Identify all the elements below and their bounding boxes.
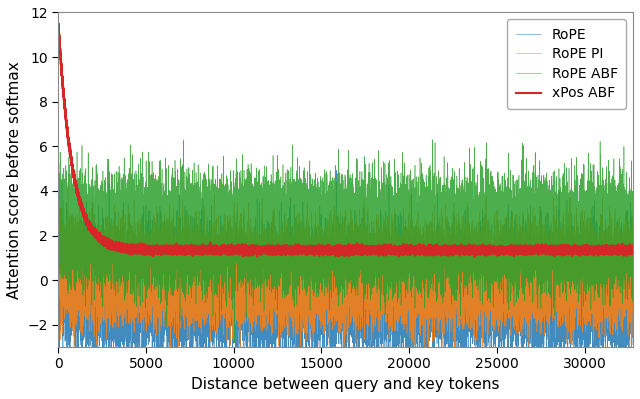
Line: RoPE PI: RoPE PI <box>58 178 633 370</box>
RoPE ABF <box>344 190 351 194</box>
Line: RoPE ABF: RoPE ABF <box>58 140 633 342</box>
RoPE ABF <box>88 263 95 268</box>
RoPE <box>589 266 597 271</box>
RoPE <box>332 168 340 172</box>
RoPE ABF <box>628 254 636 259</box>
X-axis label: Distance between query and key tokens: Distance between query and key tokens <box>191 377 500 392</box>
xPos ABF <box>476 250 483 255</box>
xPos ABF <box>344 247 351 251</box>
RoPE PI <box>589 273 597 277</box>
RoPE <box>628 288 636 293</box>
RoPE <box>54 175 62 180</box>
RoPE <box>629 285 637 290</box>
RoPE ABF <box>279 224 287 229</box>
RoPE PI <box>628 263 636 267</box>
xPos ABF <box>629 248 637 253</box>
xPos ABF <box>589 249 597 254</box>
Y-axis label: Attention score before softmax: Attention score before softmax <box>7 61 22 298</box>
RoPE ABF <box>54 137 62 142</box>
Line: RoPE: RoPE <box>58 170 633 399</box>
Line: xPos ABF: xPos ABF <box>58 24 633 257</box>
xPos ABF <box>471 255 479 260</box>
RoPE PI <box>476 269 483 273</box>
xPos ABF <box>88 227 95 232</box>
RoPE <box>476 306 483 311</box>
RoPE ABF <box>589 268 597 273</box>
RoPE ABF <box>476 255 483 260</box>
RoPE PI <box>56 176 63 181</box>
RoPE <box>344 223 351 227</box>
RoPE PI <box>88 270 95 275</box>
RoPE <box>279 249 287 254</box>
xPos ABF <box>279 249 287 254</box>
RoPE ABF <box>231 340 239 345</box>
xPos ABF <box>628 249 636 254</box>
RoPE PI <box>280 279 287 284</box>
RoPE PI <box>245 367 253 372</box>
RoPE PI <box>54 208 62 213</box>
RoPE ABF <box>629 223 637 227</box>
xPos ABF <box>54 21 62 26</box>
RoPE <box>88 278 95 283</box>
Legend: RoPE, RoPE PI, RoPE ABF, xPos ABF: RoPE, RoPE PI, RoPE ABF, xPos ABF <box>508 20 626 109</box>
RoPE PI <box>629 265 637 270</box>
RoPE PI <box>344 274 351 279</box>
